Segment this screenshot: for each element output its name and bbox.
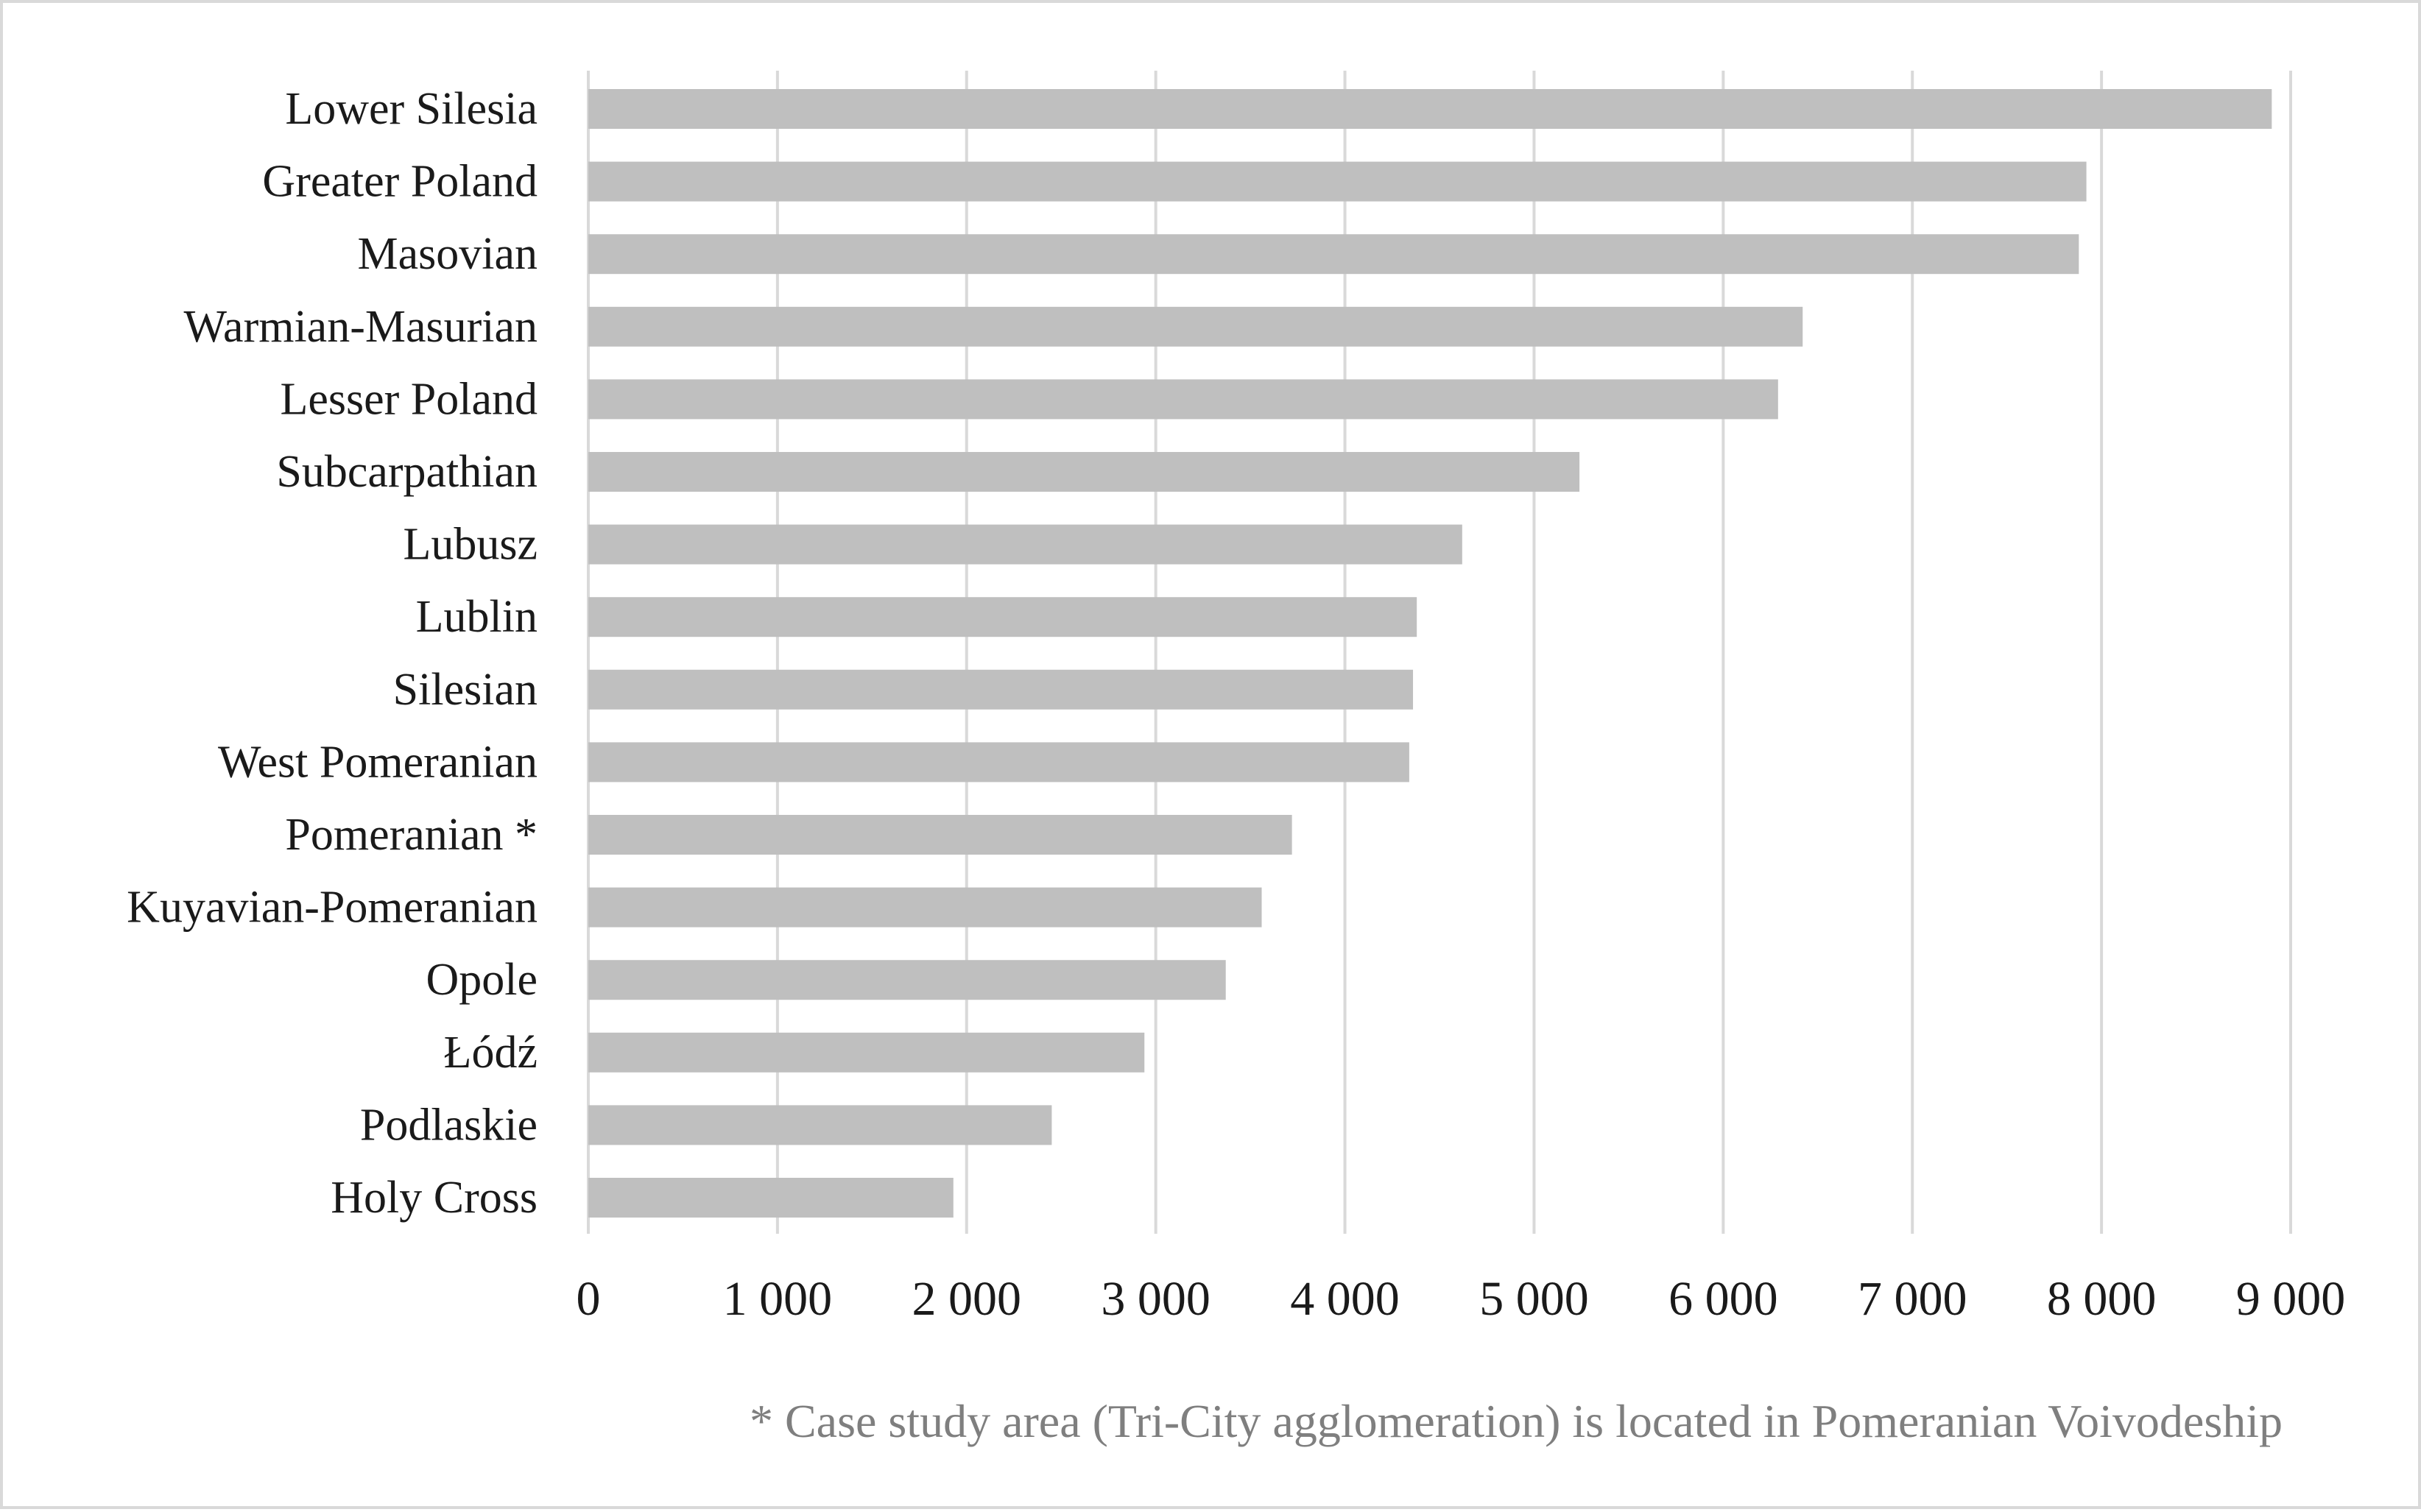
x-tick-label: 3 000 [1101, 1272, 1210, 1326]
category-label: Warmian-Masurian [184, 302, 538, 352]
x-tick-labels: 0 1 000 2 000 3 000 4 000 5 000 6 000 7 000 8 00… [577, 1272, 2346, 1326]
bar [588, 1032, 1145, 1073]
category-label: Subcarpathian [276, 447, 538, 497]
bar [588, 234, 2079, 275]
bar [588, 1178, 954, 1218]
bars [588, 89, 2272, 1218]
category-label: Podlaskie [360, 1100, 538, 1150]
x-tick-label: 7 000 [1858, 1272, 1967, 1326]
bar [588, 815, 1292, 855]
chart-footnote: * Case study area (Tri-City agglomeratio… [3, 1394, 2418, 1449]
bar [588, 379, 1778, 420]
bar [588, 597, 1417, 637]
footnote-text: * Case study area (Tri-City agglomeratio… [749, 1395, 2283, 1447]
x-tick-label: 8 000 [2047, 1272, 2157, 1326]
x-tick-label: 2 000 [912, 1272, 1022, 1326]
x-tick-label: 9 000 [2236, 1272, 2346, 1326]
category-label: Kuyavian-Pomeranian [127, 883, 538, 933]
bar [588, 669, 1414, 710]
x-tick-label: 5 000 [1479, 1272, 1589, 1326]
category-label: Pomeranian * [285, 810, 538, 860]
category-label: Lublin [416, 592, 538, 642]
bar [588, 887, 1262, 928]
category-label: Łódź [444, 1028, 538, 1078]
category-labels: Lower Silesia Greater Poland Masovian Warmi… [127, 84, 538, 1223]
bar [588, 742, 1409, 783]
category-label: Holy Cross [331, 1173, 538, 1223]
bar [588, 960, 1226, 1000]
category-label: Silesian [393, 665, 538, 715]
category-label: Masovian [357, 229, 538, 279]
category-label: Opole [426, 955, 538, 1005]
category-label: Lubusz [403, 520, 538, 570]
bar [588, 161, 2087, 202]
bar [588, 306, 1803, 347]
x-tick-label: 6 000 [1668, 1272, 1778, 1326]
x-tick-label: 0 [577, 1272, 601, 1326]
category-label: Greater Poland [262, 157, 538, 207]
category-label: Lesser Poland [280, 374, 538, 424]
bar [588, 89, 2272, 129]
x-tick-label: 4 000 [1290, 1272, 1400, 1326]
bar [588, 524, 1462, 565]
bar [588, 1105, 1052, 1145]
bar-chart: Lower Silesia Greater Poland Masovian Warmi… [127, 71, 2346, 1326]
x-tick-label: 1 000 [723, 1272, 833, 1326]
category-label: West Pomeranian [218, 737, 538, 787]
category-label: Lower Silesia [285, 84, 538, 134]
bar [588, 452, 1580, 492]
